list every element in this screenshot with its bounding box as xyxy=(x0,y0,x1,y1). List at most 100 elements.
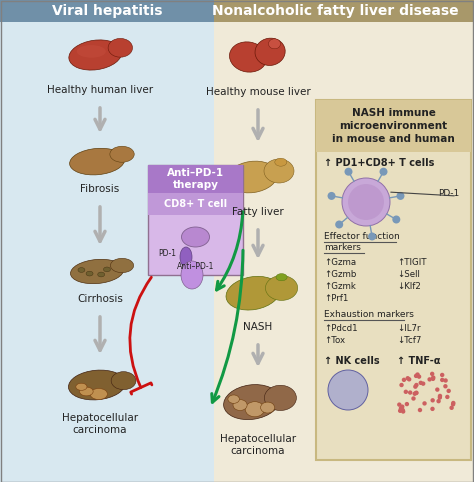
Circle shape xyxy=(445,395,449,399)
Ellipse shape xyxy=(68,370,125,400)
Ellipse shape xyxy=(90,388,108,400)
Circle shape xyxy=(437,399,441,403)
Ellipse shape xyxy=(226,276,280,310)
Circle shape xyxy=(408,390,412,395)
Text: ↑ NK cells: ↑ NK cells xyxy=(324,356,380,366)
Circle shape xyxy=(348,184,384,220)
Text: ↑Gzma: ↑Gzma xyxy=(324,258,356,267)
Circle shape xyxy=(413,385,418,389)
Circle shape xyxy=(422,401,427,406)
Text: Hepatocellular
carcinoma: Hepatocellular carcinoma xyxy=(62,413,138,435)
Ellipse shape xyxy=(255,38,285,66)
Ellipse shape xyxy=(182,227,210,247)
Text: Fibrosis: Fibrosis xyxy=(81,184,119,194)
Circle shape xyxy=(345,168,353,176)
Text: PD-1: PD-1 xyxy=(438,189,459,199)
Circle shape xyxy=(417,375,421,379)
Text: markers: markers xyxy=(324,243,361,252)
Bar xyxy=(214,0,474,22)
Circle shape xyxy=(368,232,376,241)
Circle shape xyxy=(419,381,423,385)
Text: Anti–PD-1
therapy: Anti–PD-1 therapy xyxy=(167,168,224,190)
Circle shape xyxy=(400,404,404,409)
Circle shape xyxy=(335,220,343,228)
Circle shape xyxy=(406,376,410,380)
Text: ↓IL7r: ↓IL7r xyxy=(397,324,420,333)
Ellipse shape xyxy=(86,271,93,276)
Ellipse shape xyxy=(69,40,122,70)
Text: ↑Prf1: ↑Prf1 xyxy=(324,294,348,303)
Bar xyxy=(0,0,214,482)
Circle shape xyxy=(414,383,419,387)
Ellipse shape xyxy=(98,272,105,277)
Ellipse shape xyxy=(77,45,106,58)
Circle shape xyxy=(411,396,416,401)
Ellipse shape xyxy=(70,148,125,175)
Circle shape xyxy=(401,408,405,412)
Text: ↑Pdcd1: ↑Pdcd1 xyxy=(324,324,357,333)
Ellipse shape xyxy=(80,387,93,396)
Circle shape xyxy=(402,377,406,382)
Circle shape xyxy=(414,391,418,395)
Circle shape xyxy=(414,374,418,378)
Ellipse shape xyxy=(76,383,87,390)
Ellipse shape xyxy=(228,395,239,403)
Bar xyxy=(148,165,243,275)
Ellipse shape xyxy=(227,161,277,193)
Text: NASH: NASH xyxy=(243,322,273,332)
Circle shape xyxy=(438,395,442,400)
Text: Cirrhosis: Cirrhosis xyxy=(77,294,123,304)
Circle shape xyxy=(421,381,425,386)
Ellipse shape xyxy=(261,402,274,413)
Circle shape xyxy=(414,390,419,395)
Circle shape xyxy=(412,391,417,396)
Circle shape xyxy=(399,406,403,411)
Circle shape xyxy=(443,384,447,388)
Ellipse shape xyxy=(264,385,296,411)
Text: Viral hepatitis: Viral hepatitis xyxy=(52,4,162,18)
Circle shape xyxy=(328,370,368,410)
Text: ↑ PD1+CD8+ T cells: ↑ PD1+CD8+ T cells xyxy=(324,158,434,168)
Circle shape xyxy=(380,168,388,176)
Circle shape xyxy=(428,377,432,382)
Text: ↑Gzmk: ↑Gzmk xyxy=(324,282,356,291)
Circle shape xyxy=(405,402,409,406)
Circle shape xyxy=(407,377,411,382)
Ellipse shape xyxy=(71,259,124,284)
Ellipse shape xyxy=(181,261,203,289)
Text: Nonalcoholic fatty liver disease: Nonalcoholic fatty liver disease xyxy=(212,4,458,18)
Circle shape xyxy=(451,401,456,405)
Ellipse shape xyxy=(180,247,192,267)
Circle shape xyxy=(431,375,436,380)
Circle shape xyxy=(440,373,445,377)
Ellipse shape xyxy=(224,385,280,420)
Text: Healthy human liver: Healthy human liver xyxy=(47,85,153,95)
Text: ↑Tox: ↑Tox xyxy=(324,336,345,345)
Circle shape xyxy=(447,388,451,393)
Circle shape xyxy=(397,402,401,407)
Ellipse shape xyxy=(233,400,247,411)
Ellipse shape xyxy=(103,267,110,272)
Circle shape xyxy=(451,402,455,406)
Ellipse shape xyxy=(264,159,294,183)
Text: Hepatocellular
carcinoma: Hepatocellular carcinoma xyxy=(220,434,296,455)
Circle shape xyxy=(328,192,336,200)
Bar xyxy=(148,165,243,193)
Text: Healthy mouse liver: Healthy mouse liver xyxy=(206,87,310,97)
Text: ↑Gzmb: ↑Gzmb xyxy=(324,270,356,279)
Text: Anti–PD-1: Anti–PD-1 xyxy=(177,262,214,271)
Text: ↓Klf2: ↓Klf2 xyxy=(397,282,421,291)
Ellipse shape xyxy=(265,276,298,300)
Ellipse shape xyxy=(229,42,267,72)
Circle shape xyxy=(449,405,454,410)
Bar xyxy=(0,0,214,22)
Text: Effector function: Effector function xyxy=(324,232,400,241)
Ellipse shape xyxy=(78,268,85,272)
Text: Fatty liver: Fatty liver xyxy=(232,207,284,217)
Circle shape xyxy=(430,372,434,376)
Ellipse shape xyxy=(108,39,132,57)
Text: ↓Tcf7: ↓Tcf7 xyxy=(397,336,421,345)
Circle shape xyxy=(443,378,448,383)
Circle shape xyxy=(430,398,435,402)
Circle shape xyxy=(398,409,402,413)
